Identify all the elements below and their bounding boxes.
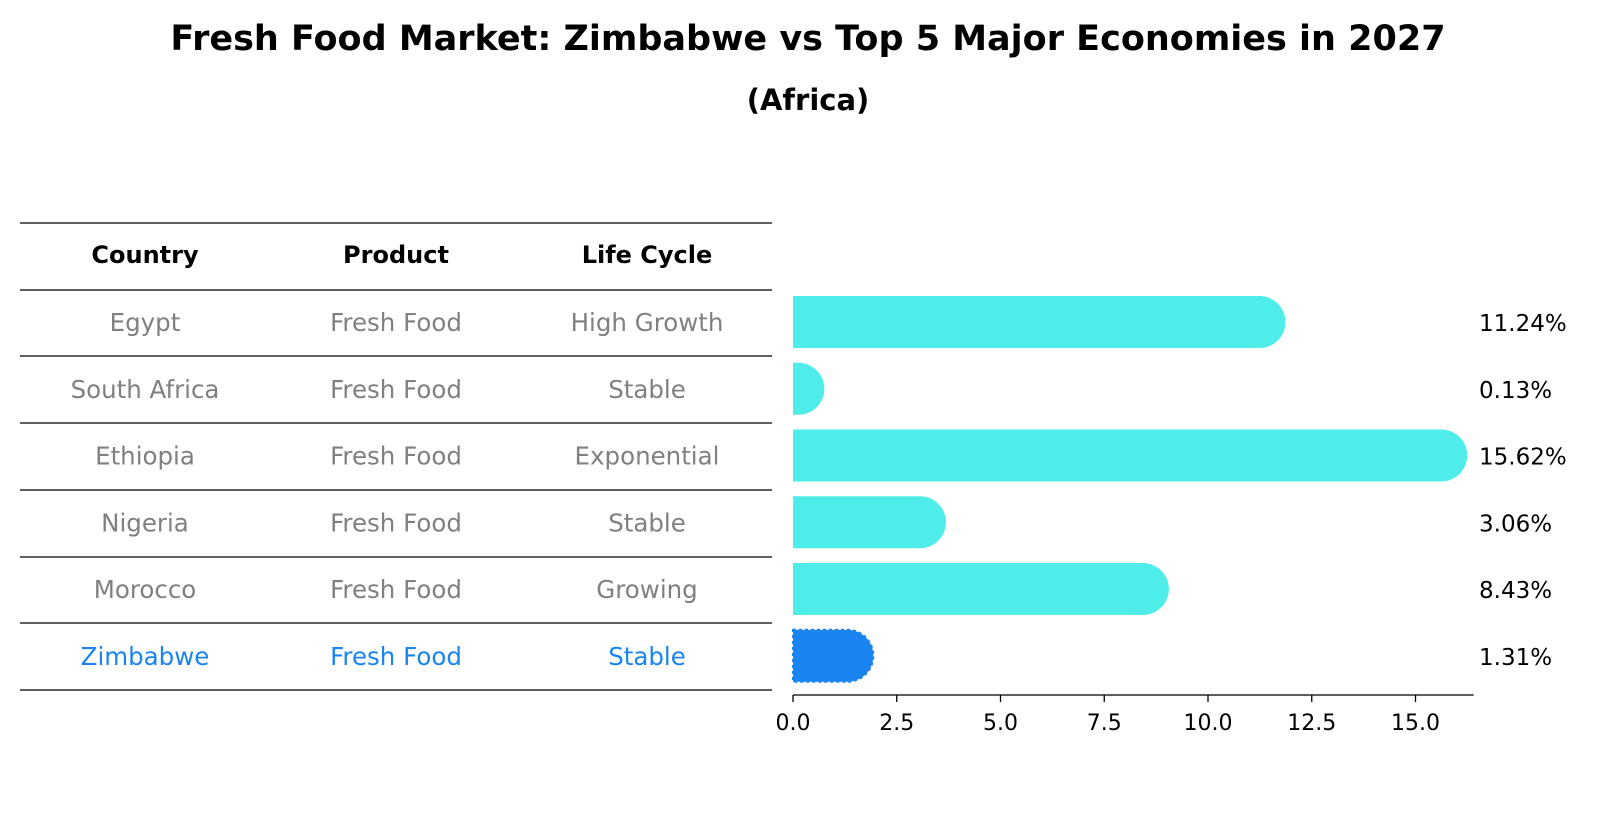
table-cell-product: Fresh Food [330,375,462,404]
table-cell-country: South Africa [71,375,220,404]
data-label: 3.06% [1479,511,1552,537]
data-label: 1.31% [1479,645,1552,671]
value-labels: 11.24% 0.13% 15.62% 3.06% 8.43% 1.31% [1479,311,1567,671]
data-label: 0.13% [1479,378,1552,404]
table-cell-life-cycle: Growing [596,575,697,604]
x-tick-label: 5.0 [983,711,1018,736]
data-label: 11.24% [1479,311,1567,337]
table-cell-product: Fresh Food [330,508,462,537]
bar-south-africa [793,362,825,415]
x-axis: 0.0 2.5 5.0 7.5 10.0 12.5 15.0 [776,694,1474,736]
table-header-product: Product [343,241,449,269]
table-cell-country: Nigeria [101,508,189,537]
chart-title: Fresh Food Market: Zimbabwe vs Top 5 Maj… [170,19,1445,59]
table-header-country: Country [91,241,199,269]
data-label: 8.43% [1479,578,1552,604]
table-cell-country: Ethiopia [95,442,195,471]
x-tick-label: 2.5 [879,711,914,736]
table-row: Morocco Fresh Food Growing [94,575,698,604]
x-tick-label: 7.5 [1087,711,1122,736]
table-cell-country: Egypt [110,308,181,337]
bar-nigeria [793,496,946,549]
bar-zimbabwe [792,628,875,683]
table-header-life-cycle: Life Cycle [582,241,713,269]
table-cell-country: Morocco [94,575,197,604]
x-tick-label: 10.0 [1184,711,1233,736]
table-cell-product: Fresh Food [330,575,462,604]
table-cell-life-cycle: Stable [608,642,686,671]
chart-subtitle: (Africa) [747,83,870,117]
bar-ethiopia [793,429,1468,482]
bar-series [792,296,1468,683]
data-label: 15.62% [1479,445,1567,471]
table-row: Nigeria Fresh Food Stable [101,508,686,537]
table-row: Zimbabwe Fresh Food Stable [81,642,686,671]
table-cell-product: Fresh Food [330,642,462,671]
x-tick-label: 0.0 [776,711,811,736]
data-table: Country Product Life Cycle Egypt Fresh Food H… [20,222,772,691]
table-row: South Africa Fresh Food Stable [71,375,686,404]
x-tick-label: 12.5 [1287,711,1336,736]
table-cell-country: Zimbabwe [81,642,210,671]
bar-egypt [793,296,1286,348]
table-row: Egypt Fresh Food High Growth [110,308,724,337]
bar-morocco [793,563,1169,615]
table-row: Ethiopia Fresh Food Exponential [95,442,719,471]
table-cell-product: Fresh Food [330,442,462,471]
table-cell-life-cycle: Stable [608,375,686,404]
table-cell-life-cycle: Exponential [575,442,720,471]
table-cell-life-cycle: High Growth [571,308,724,337]
table-cell-product: Fresh Food [330,308,462,337]
x-tick-label: 15.0 [1391,711,1440,736]
table-cell-life-cycle: Stable [608,508,686,537]
